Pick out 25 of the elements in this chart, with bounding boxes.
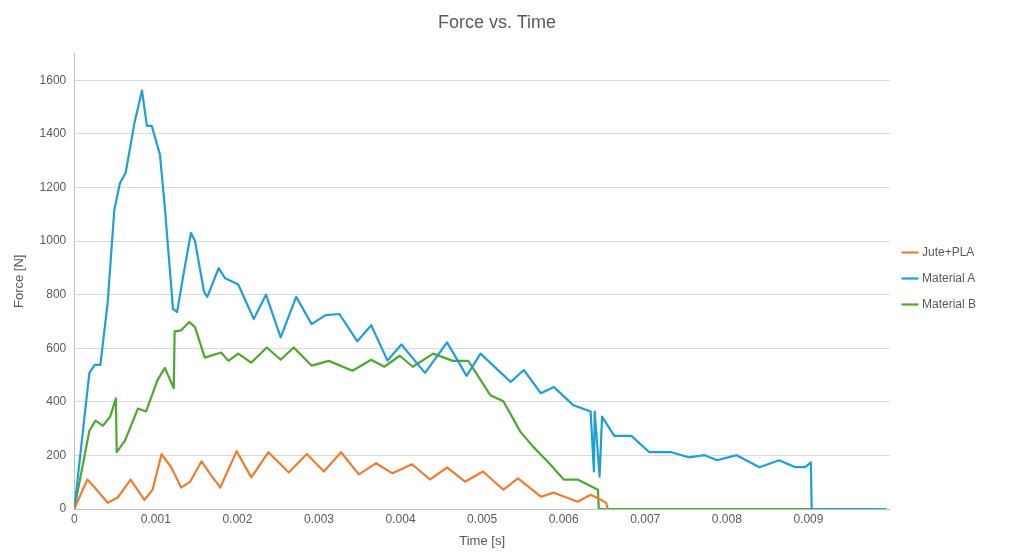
x-tick-label: 0.003 — [303, 511, 335, 526]
x-tick-label: 0.001 — [140, 511, 172, 526]
legend-label: Material A — [921, 270, 976, 285]
x-tick-label: 0.004 — [385, 511, 416, 526]
y-tick-label: 1600 — [39, 72, 67, 87]
chart-title: Force vs. Time — [437, 11, 557, 32]
y-tick-label: 200 — [46, 447, 67, 462]
y-tick-label: 1000 — [39, 233, 67, 248]
y-tick-label: 800 — [46, 287, 67, 302]
x-tick-label: 0.008 — [711, 511, 743, 526]
y-axis-title: Force [N] — [11, 254, 27, 309]
x-tick-label: 0.009 — [793, 511, 824, 526]
x-tick-label: 0.005 — [467, 511, 498, 526]
y-tick-label: 600 — [46, 340, 67, 355]
y-tick-label: 400 — [46, 394, 67, 409]
x-tick-label: 0.006 — [548, 511, 580, 526]
x-tick-label: 0.002 — [222, 511, 253, 526]
x-tick-label: 0 — [70, 511, 78, 526]
y-tick-label: 1400 — [39, 126, 67, 141]
y-tick-label: 1200 — [39, 179, 67, 194]
y-tick-label: 0 — [59, 501, 67, 516]
x-tick-label: 0.007 — [630, 511, 661, 526]
legend-label: Material B — [921, 296, 977, 311]
x-axis-title: Time [s] — [459, 532, 506, 548]
legend-label: Jute+PLA — [921, 244, 975, 259]
